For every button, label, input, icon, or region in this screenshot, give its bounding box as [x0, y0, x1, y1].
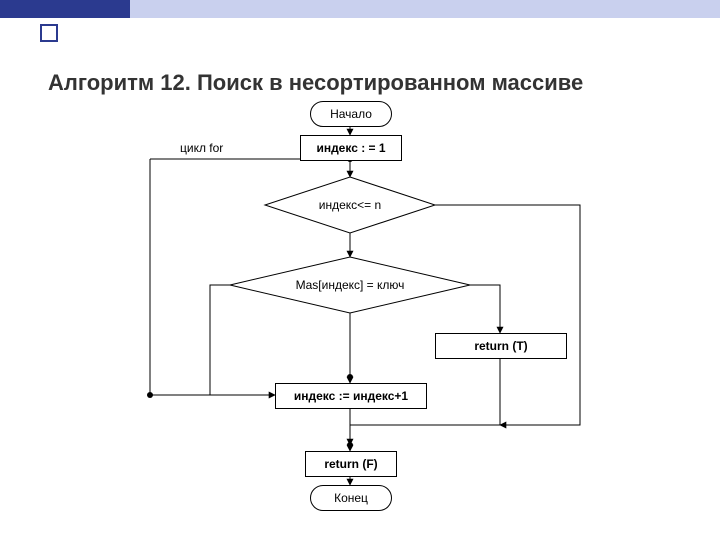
svg-text:Mas[индекс] = ключ: Mas[индекс] = ключ [296, 278, 405, 292]
loop-label: цикл for [180, 141, 223, 155]
header-stripe [0, 0, 720, 18]
svg-text:индекс<= n: индекс<= n [319, 198, 381, 212]
node-return-true: return (T) [435, 333, 567, 359]
node-increment: индекс := индекс+1 [275, 383, 427, 409]
page-title: Алгоритм 12. Поиск в несортированном мас… [48, 70, 583, 96]
corner-square-icon [40, 24, 58, 42]
node-init: индекс : = 1 [300, 135, 402, 161]
node-return-false: return (F) [305, 451, 397, 477]
node-end: Конец [310, 485, 392, 511]
stripe-dark [0, 0, 130, 18]
node-start: Начало [310, 101, 392, 127]
stripe-light [130, 0, 720, 18]
flowchart: индекс<= n Mas[индекс] = ключ Начало индек… [0, 95, 720, 535]
